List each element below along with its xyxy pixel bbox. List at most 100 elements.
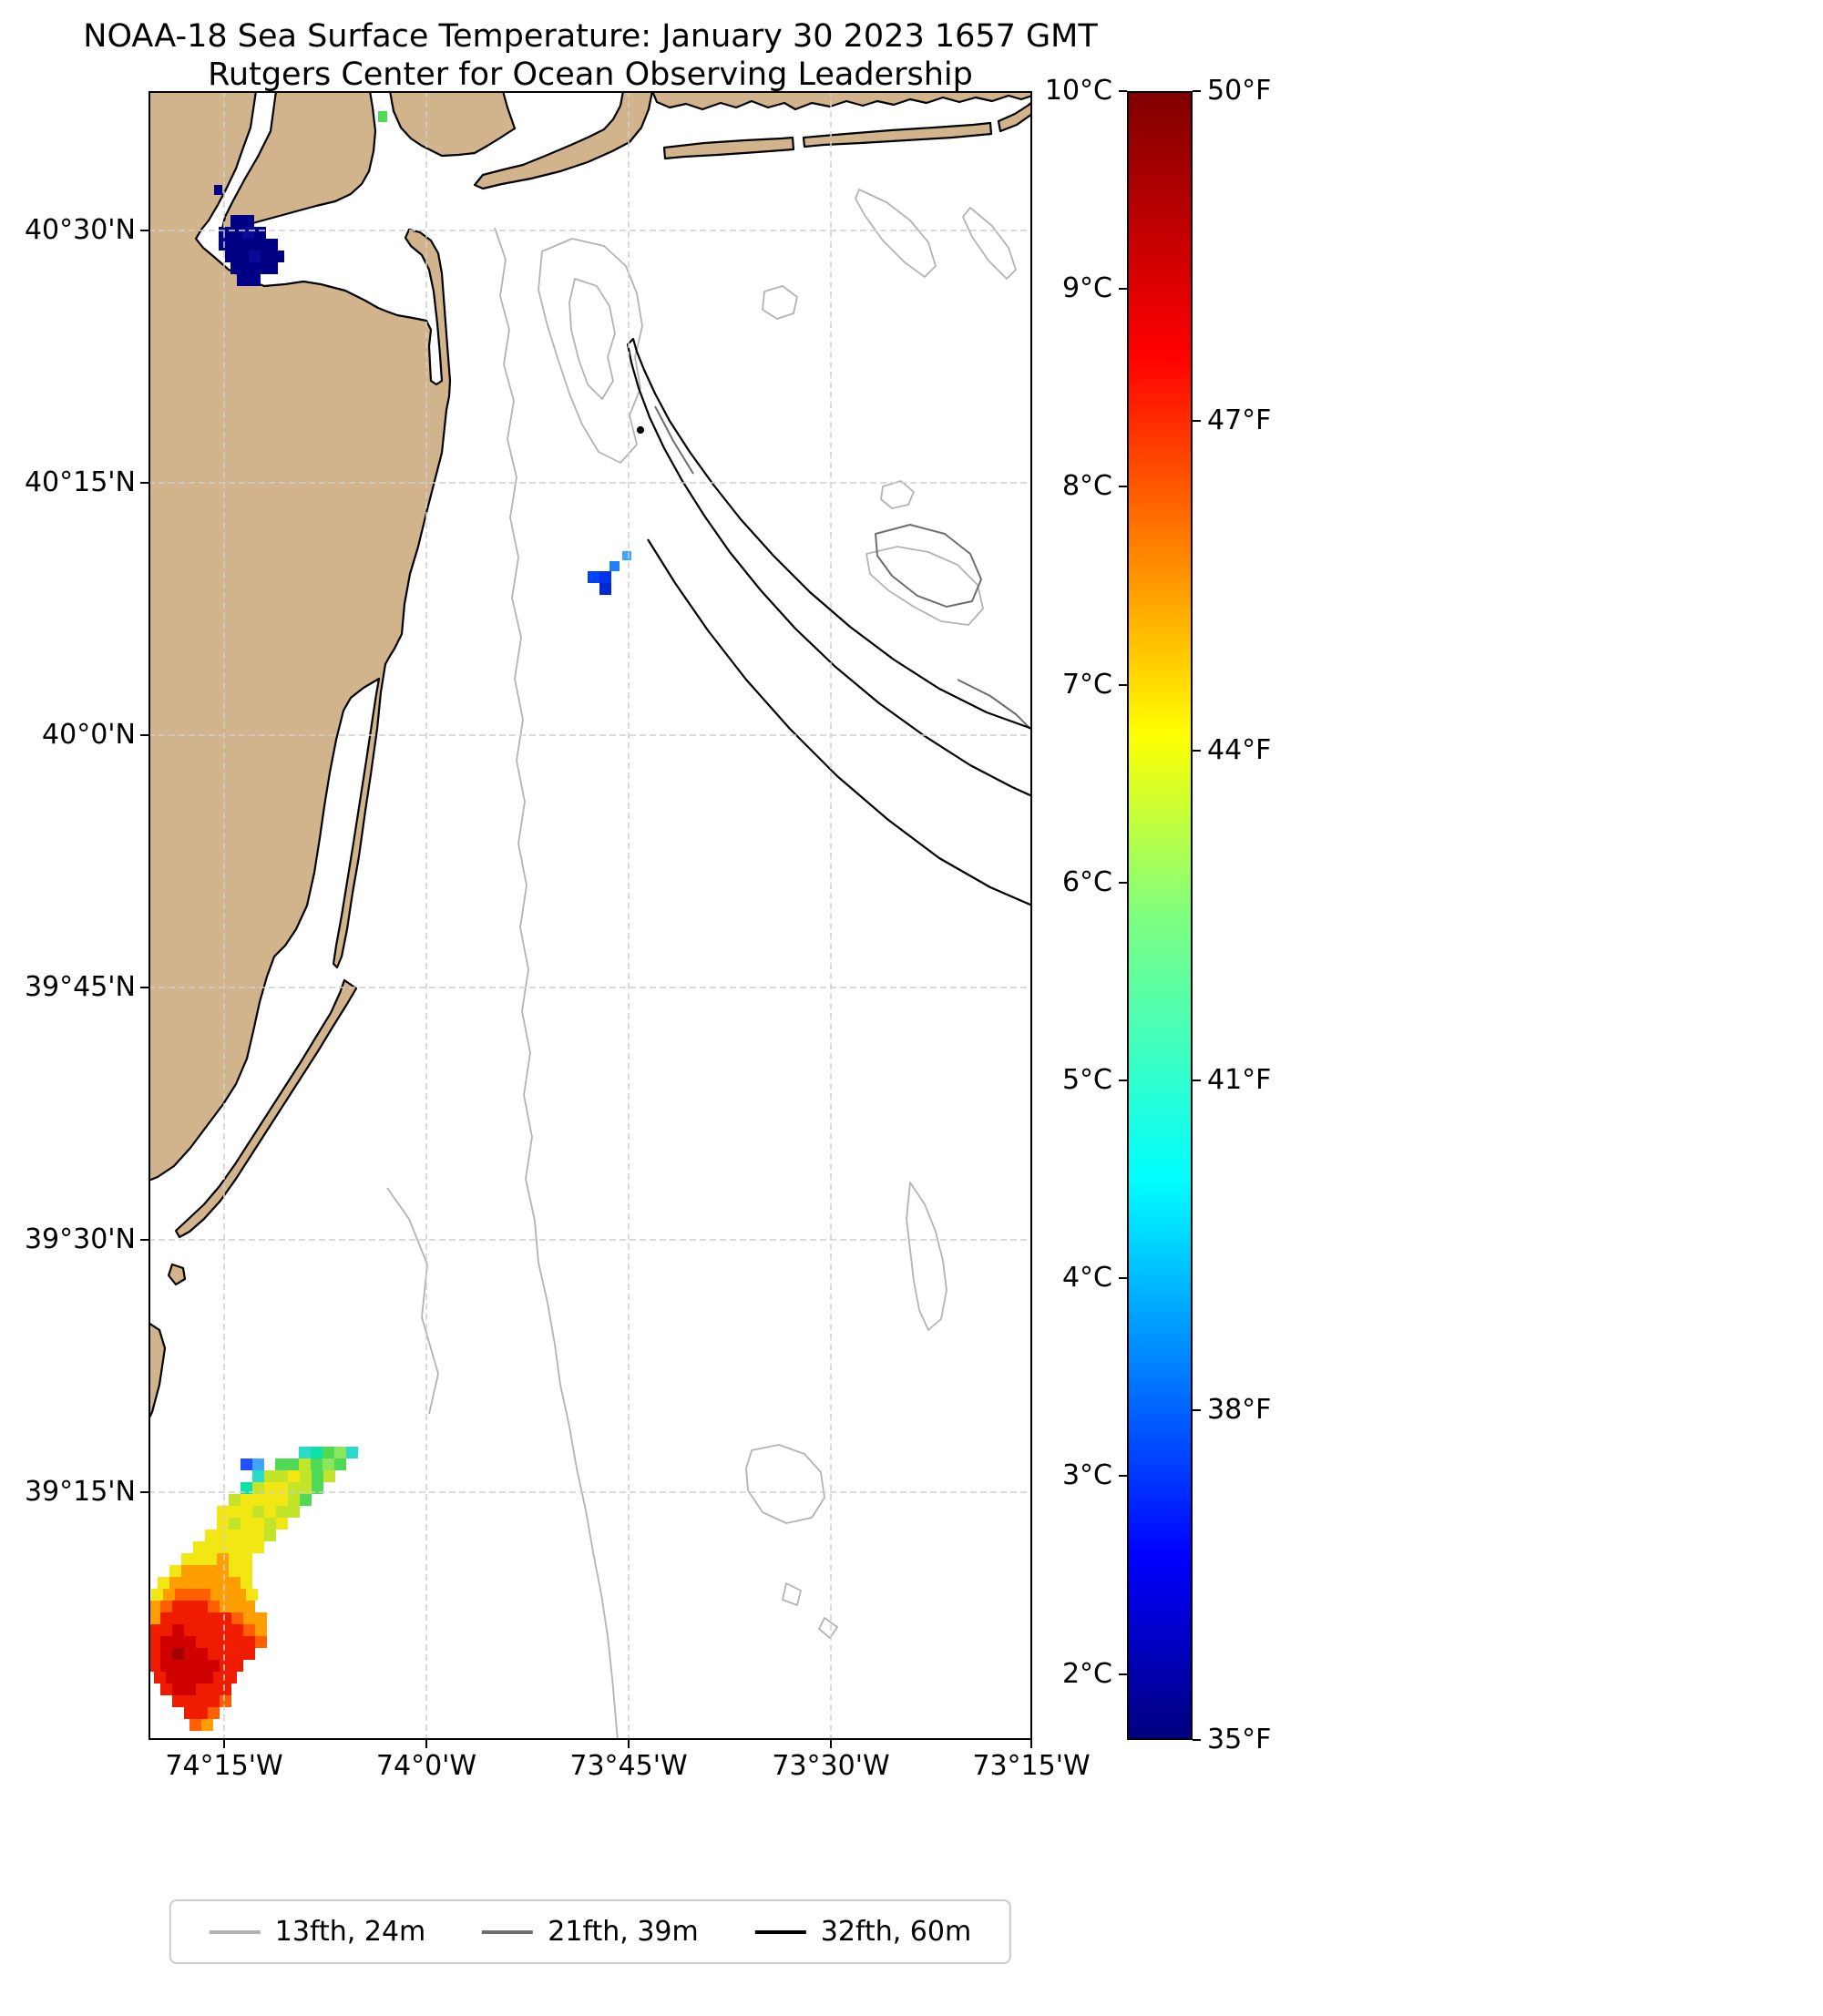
celsius-tick-label: 7°C [1061,668,1112,701]
celsius-tick-label: 6°C [1061,865,1112,898]
sst-pixel [242,215,254,227]
land-rockaway [473,91,654,190]
sst-pixel [184,1612,196,1624]
sst-pixel [276,1518,288,1530]
sst-pixel [288,1506,300,1518]
sst-pixel [220,1683,231,1695]
sst-pixel [201,1672,213,1683]
sst-pixel [312,1470,323,1482]
sst-pixel [229,1494,241,1506]
lon-tick-label: 73°45'W [569,1750,688,1782]
sst-pixel [205,1541,217,1553]
sst-pixel [276,1470,288,1482]
lat-tick-mark [140,1491,149,1493]
sst-pixel [287,1458,299,1470]
sst-pixel [241,1506,252,1518]
sst-pixel [254,227,266,239]
celsius-tick-label: 2°C [1061,1657,1112,1690]
sst-pixel [288,1494,300,1506]
sst-pixel [220,1624,231,1636]
sst-pixel [181,1565,193,1577]
sst-pixel [217,1577,229,1589]
land-new-jersey [149,91,452,1182]
sst-pixel [217,1541,229,1553]
lat-tick-mark [140,482,149,484]
sst-pixel [231,1612,243,1624]
celsius-tick-mark [1119,90,1127,92]
celsius-tick-mark [1119,1080,1127,1081]
land-long-beach-island [174,978,358,1239]
sst-pixel [151,1589,163,1601]
sst-pixel [217,1506,229,1518]
sst-pixel [254,262,266,274]
sst-pixel [246,1589,258,1601]
sst-pixel [160,1683,172,1695]
sst-pixel [184,1601,196,1612]
sst-pixel [264,1470,276,1482]
celsius-tick-mark [1119,881,1127,884]
sst-pixel [346,1447,358,1458]
sst-pixel [241,1518,252,1530]
sst-pixel [149,1601,160,1612]
land-brooklyn [388,91,517,158]
sst-pixel [189,1719,201,1731]
sst-pixel [231,1601,243,1612]
sst-pixel [241,1458,252,1470]
lon-tick-mark [425,1740,427,1748]
sst-pixel [237,274,249,286]
sst-pixel [609,561,620,571]
fahrenheit-tick-mark [1193,1409,1201,1411]
sst-pixel [163,1589,175,1601]
sst-pixel [264,1494,276,1506]
celsius-tick-mark [1119,288,1127,291]
sst-pixel [149,1648,160,1660]
sst-pixel [154,1672,166,1683]
sst-pixel [252,1494,264,1506]
fahrenheit-tick-label: 50°F [1207,75,1272,107]
sst-pixel [217,1518,229,1530]
sst-pixel [323,1458,334,1470]
lat-tick-label: 40°15'N [24,466,136,498]
sst-pixel [276,1494,288,1506]
map-svg [149,91,1032,1740]
sst-pixel [231,1648,243,1660]
sst-pixel [160,1624,172,1636]
sst-pixel [242,239,254,251]
sst-pixel [249,251,261,262]
sst-pixel [160,1660,172,1672]
sst-pixel [261,251,272,262]
sst-pixel [217,1553,229,1565]
legend-label: 32fth, 60m [820,1916,972,1948]
sst-pixel [193,1565,205,1577]
sst-pixel [242,227,254,239]
sst-pixel [272,251,284,262]
sst-pixel [149,1636,160,1648]
celsius-tick-mark [1119,1673,1127,1675]
celsius-tick-mark [1119,1277,1127,1280]
sst-pixel [229,1518,241,1530]
sst-pixel [231,1636,243,1648]
sst-pixel [172,1660,184,1672]
sst-pixel [243,1636,255,1648]
lat-tick-label: 39°30'N [24,1223,136,1255]
legend-line-sample [482,1929,534,1934]
sst-pixel [175,1589,187,1601]
map-border [149,91,1032,1740]
lat-tick-mark [140,1239,149,1241]
sst-pixel [231,1624,243,1636]
sst-pixel [208,1601,220,1612]
lon-tick-mark [628,1740,630,1748]
sst-pixel [229,1577,241,1589]
sst-pixel [241,1565,252,1577]
sst-pixel [184,1636,196,1648]
lat-tick-label: 39°45'N [24,971,136,1003]
sst-pixel [184,1624,196,1636]
land-jones-beach-barrier [802,121,993,148]
lat-tick-mark [140,734,149,736]
sst-pixel [266,239,278,251]
fahrenheit-tick-label: 35°F [1207,1724,1272,1755]
lat-tick-mark [140,987,149,988]
fahrenheit-tick-mark [1193,90,1201,92]
fahrenheit-tick-mark [1193,750,1201,752]
sst-pixel [172,1612,184,1624]
